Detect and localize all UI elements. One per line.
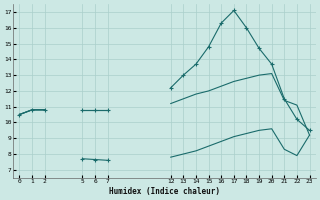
X-axis label: Humidex (Indice chaleur): Humidex (Indice chaleur)	[109, 187, 220, 196]
